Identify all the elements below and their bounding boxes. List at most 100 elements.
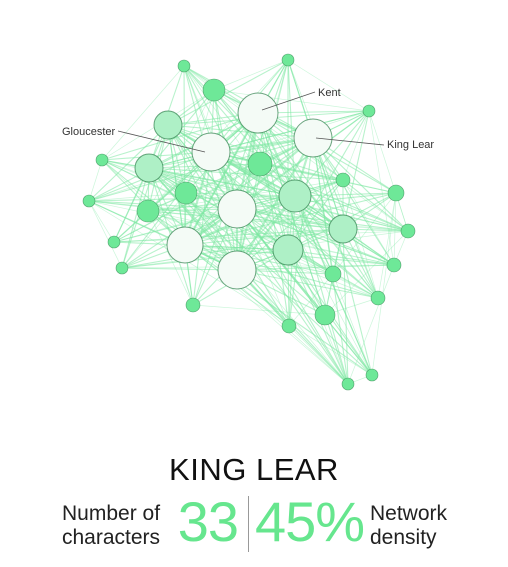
network-edge	[88, 112, 259, 202]
network-edge	[88, 124, 169, 202]
network-edge	[342, 179, 395, 266]
kent-leader-line	[261, 91, 316, 111]
network-edge	[287, 110, 370, 251]
network-edge	[257, 112, 397, 194]
character-node	[314, 304, 336, 326]
network-edge	[259, 163, 373, 376]
character-node	[95, 153, 109, 167]
character-node	[177, 59, 191, 73]
stats-divider	[248, 496, 249, 552]
network-edge	[88, 200, 238, 210]
kent-label: Kent	[318, 87, 341, 99]
character-node	[386, 257, 402, 273]
network-edge	[213, 89, 296, 197]
character-node	[324, 265, 342, 283]
network-edge	[312, 137, 373, 376]
network-edge	[342, 110, 370, 230]
character-node	[247, 151, 273, 177]
network-edge	[113, 195, 296, 243]
network-edge	[377, 192, 397, 299]
node-labels: Kent Gloucester King Lear	[62, 87, 434, 153]
character-node	[82, 194, 96, 208]
stats-row: Number of characters 33 45% Network dens…	[0, 494, 508, 556]
character-node	[134, 153, 164, 183]
network-edge	[259, 163, 344, 181]
character-node	[136, 199, 160, 223]
network-edge	[148, 167, 409, 232]
character-node	[272, 234, 304, 266]
network-edge	[288, 325, 349, 385]
character-node	[328, 214, 358, 244]
network-edge	[192, 304, 326, 316]
network-edge	[167, 124, 238, 271]
network-edge	[324, 230, 409, 316]
network-edge	[88, 200, 115, 243]
gloucester-label: Gloucester	[62, 126, 116, 138]
character-node	[191, 132, 231, 172]
character-network: Kent Gloucester King Lear	[62, 53, 434, 391]
network-edge	[288, 273, 334, 327]
network-edge	[368, 110, 395, 266]
network-edge	[121, 264, 395, 269]
character-node	[293, 118, 333, 158]
network-edge	[167, 124, 194, 306]
density-label: Network density	[370, 502, 447, 550]
network-edge	[342, 228, 349, 385]
network-edge	[147, 210, 334, 275]
network-edge	[147, 163, 261, 212]
network-edge	[148, 110, 370, 169]
network-nodes	[82, 53, 416, 391]
network-edge	[287, 59, 296, 197]
network-edge	[121, 167, 150, 269]
network-edge	[184, 244, 373, 376]
network-edge	[183, 65, 296, 197]
network-edge	[294, 195, 379, 299]
network-edge	[167, 59, 289, 126]
character-node	[107, 235, 121, 249]
network-edge	[113, 230, 409, 243]
network-edge	[147, 210, 409, 232]
density-label-line1: Network	[370, 502, 448, 525]
network-edge	[294, 195, 409, 232]
network-edge	[332, 273, 379, 299]
network-edge	[312, 137, 409, 232]
network-edge	[88, 200, 344, 230]
play-title: KING LEAR	[169, 452, 339, 487]
network-edge	[368, 110, 409, 232]
network-edge	[312, 137, 395, 266]
king-lear-label: King Lear	[387, 139, 434, 151]
character-node	[281, 318, 297, 334]
network-edge	[88, 159, 103, 202]
network-edge	[185, 192, 344, 230]
network-edge	[287, 249, 395, 266]
character-node	[202, 78, 226, 102]
character-node	[281, 53, 295, 67]
network-edge	[183, 65, 289, 251]
network-edge	[393, 192, 397, 266]
network-edge	[236, 59, 289, 210]
network-edge	[101, 65, 185, 161]
network-edge	[121, 230, 409, 269]
network-edge	[101, 159, 296, 197]
character-node	[185, 297, 201, 313]
character-node	[362, 104, 376, 118]
network-edge	[88, 137, 314, 202]
network-edge	[121, 192, 187, 269]
network-edge	[332, 192, 397, 275]
network-edge	[259, 163, 397, 194]
characters-label: Number of characters	[62, 502, 160, 550]
king-lear-leader-line	[315, 137, 385, 146]
network-edge	[183, 65, 186, 246]
network-edge	[294, 110, 370, 197]
network-edge	[121, 137, 314, 269]
network-edge	[342, 179, 379, 299]
network-edge	[184, 59, 289, 246]
characters-count: 33	[177, 490, 239, 553]
network-edge	[213, 89, 344, 230]
character-node	[174, 181, 198, 205]
network-edge	[167, 124, 296, 197]
character-node	[237, 92, 279, 134]
network-edge	[184, 110, 370, 246]
network-edge	[167, 124, 349, 385]
network-edge	[113, 228, 344, 243]
